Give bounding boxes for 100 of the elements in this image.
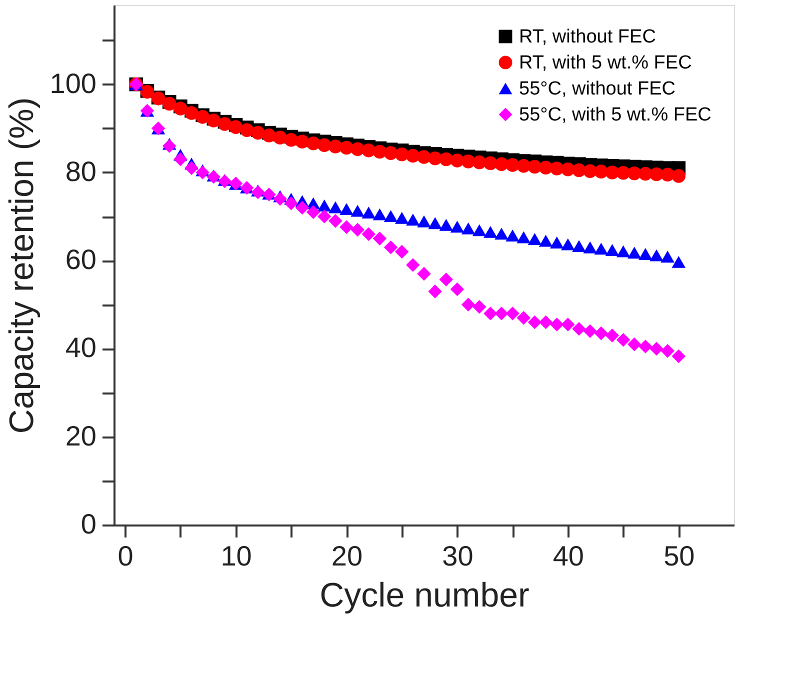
point	[472, 300, 486, 314]
point	[605, 328, 620, 342]
point	[516, 231, 531, 244]
y-tick-label: 20	[65, 420, 96, 452]
point	[384, 210, 398, 222]
y-axis-title: Capacity retention (%)	[2, 97, 41, 434]
point	[605, 244, 620, 256]
point	[174, 152, 188, 166]
point	[561, 318, 575, 332]
point	[461, 298, 476, 312]
point	[372, 232, 387, 246]
point	[660, 168, 674, 182]
point	[394, 244, 409, 259]
point	[439, 152, 454, 166]
point	[506, 230, 520, 242]
point	[284, 196, 298, 210]
point	[528, 160, 542, 174]
y-tick-label: 40	[65, 332, 96, 364]
x-tick-label: 10	[220, 540, 252, 572]
point	[572, 240, 586, 252]
point	[218, 117, 232, 131]
point	[506, 306, 520, 320]
x-tick-label: 30	[442, 540, 474, 572]
point	[627, 246, 642, 259]
point	[384, 146, 398, 160]
legend-label: 55°C, with 5 wt.% FEC	[519, 104, 712, 126]
point	[196, 166, 210, 180]
point	[428, 217, 442, 230]
point	[616, 333, 630, 347]
point	[583, 241, 597, 254]
point	[284, 132, 298, 147]
point	[340, 220, 354, 234]
point	[516, 310, 531, 325]
x-tick-label: 50	[664, 540, 695, 572]
point	[583, 324, 597, 338]
point	[550, 318, 564, 332]
point	[494, 228, 508, 240]
point	[439, 272, 454, 286]
point	[550, 236, 564, 248]
point	[605, 166, 620, 180]
point	[417, 150, 431, 164]
x-tick-label: 0	[118, 540, 134, 572]
point	[594, 326, 608, 340]
y-tick-label: 80	[65, 156, 96, 187]
point	[295, 134, 310, 148]
point	[594, 242, 608, 255]
point	[450, 220, 464, 233]
point	[638, 248, 652, 260]
point	[406, 258, 420, 272]
point	[262, 128, 276, 142]
point	[251, 126, 265, 140]
point	[384, 240, 398, 254]
point	[538, 234, 553, 247]
point	[538, 160, 553, 174]
point	[528, 315, 542, 330]
point	[174, 102, 188, 116]
point	[472, 224, 486, 236]
point	[428, 284, 442, 298]
point	[561, 238, 575, 250]
point	[516, 158, 531, 173]
point	[428, 151, 442, 166]
legend-label: RT, with 5 wt.% FEC	[519, 52, 692, 74]
point	[340, 203, 354, 216]
point	[350, 222, 364, 237]
point	[306, 136, 320, 150]
y-tick-label: 0	[80, 508, 96, 540]
y-tick-label: 60	[65, 244, 96, 276]
point	[484, 306, 498, 320]
legend-label: RT, without FEC	[519, 26, 656, 48]
point	[638, 340, 652, 354]
point	[417, 266, 431, 281]
point	[417, 215, 431, 228]
point	[218, 174, 232, 188]
point	[362, 206, 376, 219]
point	[461, 222, 476, 234]
point	[317, 200, 332, 212]
point	[350, 142, 364, 156]
point	[506, 158, 520, 172]
point	[372, 144, 387, 159]
point	[162, 139, 176, 153]
point	[650, 342, 664, 356]
point	[538, 315, 553, 330]
point	[528, 233, 542, 245]
point	[650, 249, 664, 262]
point	[394, 212, 409, 224]
point	[461, 154, 476, 168]
point	[350, 204, 364, 217]
x-tick-label: 40	[552, 540, 584, 572]
point	[306, 205, 320, 220]
point	[627, 337, 642, 352]
point	[251, 185, 265, 200]
point	[450, 154, 464, 168]
point	[616, 245, 630, 258]
point	[616, 166, 630, 180]
point	[328, 214, 342, 228]
point	[372, 208, 387, 220]
point	[672, 169, 686, 183]
point	[184, 161, 198, 175]
point	[295, 200, 310, 215]
y-tick-label: 100	[50, 68, 96, 99]
